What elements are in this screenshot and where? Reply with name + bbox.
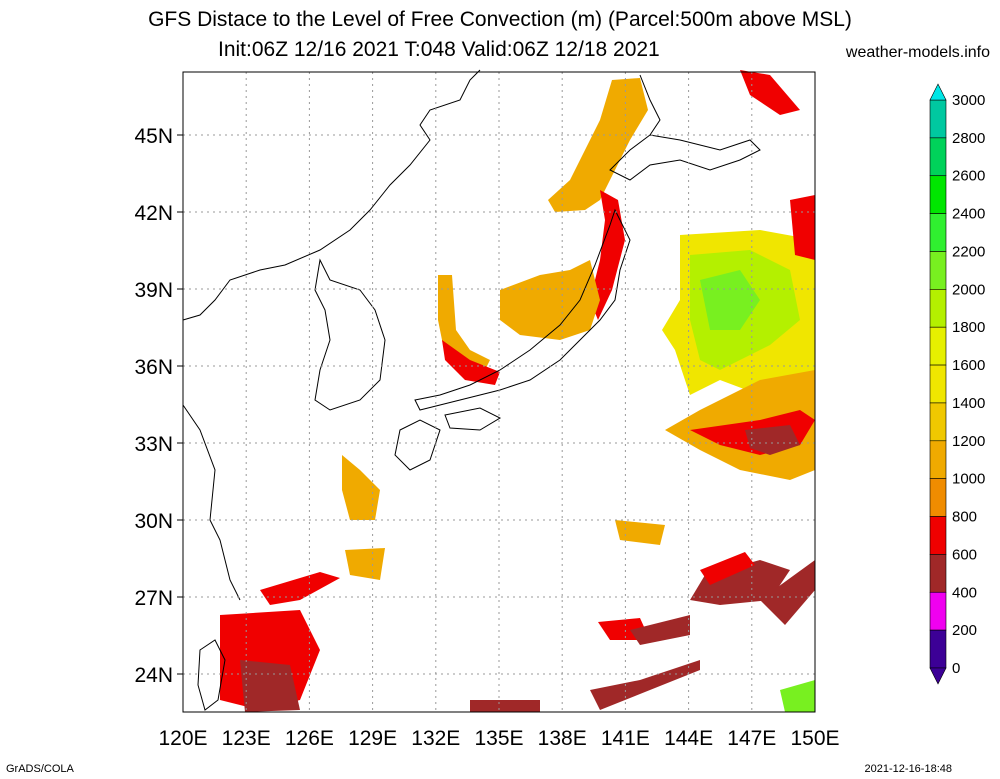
lon-label: 126E <box>285 727 334 750</box>
field-orange-honshu <box>500 260 600 340</box>
field-red-south-east <box>700 552 755 585</box>
lon-label: 135E <box>474 727 523 750</box>
lon-label: 144E <box>664 727 713 750</box>
lat-label: 36N <box>134 356 173 379</box>
coast-taiwan <box>197 639 226 711</box>
colorbar-swatch <box>929 99 947 139</box>
colorbar-label: 2800 <box>952 130 985 147</box>
map-title: GFS Distace to the Level of Free Convect… <box>148 8 852 31</box>
field-orange-south <box>615 520 665 545</box>
colorbar-swatch <box>929 629 947 669</box>
colorbar-swatch <box>929 554 947 593</box>
coast-china-east <box>182 404 241 601</box>
field-brown-south-east <box>690 560 790 605</box>
colorbar-top-arrow <box>929 83 947 101</box>
colorbar-label: 1400 <box>952 395 985 412</box>
colorbar-swatch <box>929 175 947 214</box>
colorbar-swatch <box>929 213 947 252</box>
lon-label: 129E <box>348 727 397 750</box>
lon-label: 123E <box>222 727 271 750</box>
coast-hokkaido <box>609 134 761 181</box>
map-frame <box>182 71 816 713</box>
coast-sakhalin <box>639 74 661 136</box>
colorbar-label: 3000 <box>952 92 985 109</box>
colorbar-swatch <box>929 364 947 404</box>
colorbar-swatch <box>929 289 947 328</box>
longitude-labels: 120E 123E 126E 129E 132E 135E 138E 141E 144E 147E… <box>158 727 839 750</box>
colorbar-label: 0 <box>952 660 960 677</box>
colorbar-label: 200 <box>952 622 977 639</box>
colorbar-swatch <box>929 137 947 177</box>
coast-honshu <box>414 208 631 411</box>
footer-timestamp: 2021-12-16-18:48 <box>864 763 952 775</box>
coast-kyushu <box>394 419 441 471</box>
lat-label: 45N <box>134 125 173 148</box>
footer-software: GrADS/COLA <box>6 763 74 775</box>
lon-label: 120E <box>158 727 207 750</box>
colorbar-swatch <box>929 326 947 366</box>
colorbar-label: 400 <box>952 584 977 601</box>
field-red-north-coast <box>590 190 625 320</box>
field-red-ryukyu-strip <box>260 572 340 605</box>
map-subtitle: Init:06Z 12/16 2021 T:048 Valid:06Z 12/1… <box>218 38 660 61</box>
lat-label: 27N <box>134 587 173 610</box>
lat-label: 30N <box>134 510 173 533</box>
colorbar-label: 2000 <box>952 281 985 298</box>
lon-label: 150E <box>790 727 839 750</box>
field-orange-east-china <box>342 455 380 520</box>
colorbar-label: 2200 <box>952 243 985 260</box>
field-orange-kurile <box>740 70 800 115</box>
lat-label: 42N <box>134 202 173 225</box>
field-brown-bottom <box>470 700 540 712</box>
colorbar-label: 1800 <box>952 319 985 336</box>
colorbar-swatch <box>929 440 947 479</box>
colorbar-label: 1600 <box>952 357 985 374</box>
lon-label: 141E <box>601 727 650 750</box>
lat-label: 33N <box>134 433 173 456</box>
colorbar-label: 2400 <box>952 206 985 223</box>
colorbar-swatch <box>929 516 947 555</box>
field-brown-mid <box>630 615 690 645</box>
field-orange-north <box>548 78 648 212</box>
coastline-layer <box>182 69 761 711</box>
coast-korea <box>314 258 386 411</box>
field-brown-south <box>590 660 700 710</box>
field-green-se-corner <box>780 680 815 712</box>
lon-label: 138E <box>538 727 587 750</box>
site-label: weather-models.info <box>845 44 990 61</box>
colorbar-swatch <box>929 478 947 517</box>
field-red-east-edge <box>790 195 815 260</box>
colorbar-label: 1200 <box>952 433 985 450</box>
colorbar-swatch <box>929 591 947 631</box>
colorbar-swatch <box>929 402 947 442</box>
field-red-japan-sea <box>442 340 500 385</box>
lon-label: 132E <box>411 727 460 750</box>
latitude-labels: 45N 42N 39N 36N 33N 30N 27N 24N <box>134 125 183 687</box>
colorbar-bottom-arrow <box>929 667 947 685</box>
field-orange-ryukyu <box>345 548 385 580</box>
field-green-pacific-core <box>700 270 760 330</box>
coast-shikoku <box>444 407 502 431</box>
field-layer <box>220 70 815 712</box>
coast-asia-mainland <box>182 69 481 321</box>
lat-label: 24N <box>134 664 173 687</box>
colorbar-label: 600 <box>952 546 977 563</box>
colorbar-label: 2600 <box>952 168 985 185</box>
colorbar-label: 800 <box>952 509 977 526</box>
field-brown-pacific-band <box>745 425 800 455</box>
field-brown-taiwan-east <box>240 660 300 712</box>
colorbar-label: 1000 <box>952 471 985 488</box>
colorbar: 3000280026002400220020001800160014001200… <box>929 83 985 685</box>
lon-label: 147E <box>727 727 776 750</box>
graticule <box>183 72 815 712</box>
lat-label: 39N <box>134 279 173 302</box>
field-brown-far-se <box>760 560 815 625</box>
colorbar-swatch <box>929 251 947 290</box>
